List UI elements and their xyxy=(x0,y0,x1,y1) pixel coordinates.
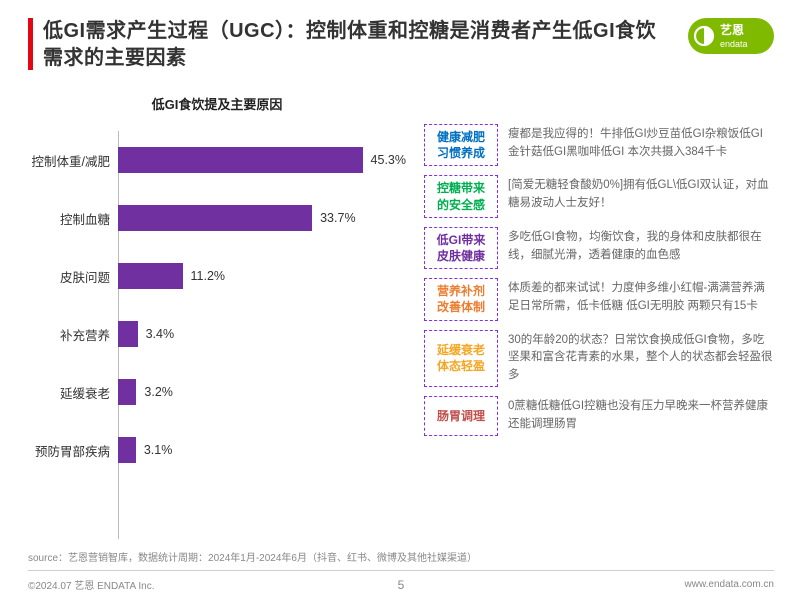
bar-category-label: 控制体重/减肥 xyxy=(28,151,118,170)
footer: ©2024.07 艺恩 ENDATA Inc. 5 www.endata.com… xyxy=(0,571,802,602)
bar xyxy=(118,205,312,231)
bar xyxy=(118,379,136,405)
bar-value-label: 11.2% xyxy=(191,269,226,283)
bar-category-label: 控制血糖 xyxy=(28,209,118,228)
card-tag: 低GI带来 皮肤健康 xyxy=(424,227,498,269)
logo-text-en: endata xyxy=(720,39,748,49)
bar xyxy=(118,147,363,173)
slide-page: 低GI需求产生过程（UGC）：控制体重和控糖是消费者产生低GI食饮需求的主要因素… xyxy=(0,0,802,602)
insight-card: 健康减肥 习惯养成瘦都是我应得的！牛排低GI炒豆苗低GI杂粮饭低GI金针菇低GI… xyxy=(424,124,774,166)
bar-value-label: 3.2% xyxy=(144,385,173,399)
card-text: 30的年龄20的状态？日常饮食换成低GI食物，多吃坚果和富含花青素的水果，整个人… xyxy=(508,330,774,387)
bar-track: 3.2% xyxy=(118,363,406,421)
content-area: 低GI食饮提及主要原因 控制体重/减肥 45.3% 控制血糖 33.7% 皮肤问题 11.… xyxy=(0,76,802,539)
bar-track: 3.4% xyxy=(118,305,406,363)
card-tag: 控糖带来 的安全感 xyxy=(424,175,498,217)
card-tag: 健康减肥 习惯养成 xyxy=(424,124,498,166)
bar-track: 3.1% xyxy=(118,421,406,479)
brand-logo: 艺恩 endata xyxy=(688,18,774,59)
bar-chart: 控制体重/减肥 45.3% 控制血糖 33.7% 皮肤问题 11.2% 补充营养 3.4% 延缓… xyxy=(28,131,406,539)
source-note: source：艺恩营销智库，数据统计周期：2024年1月-2024年6月（抖音、… xyxy=(0,539,802,564)
bar-track: 11.2% xyxy=(118,247,406,305)
insight-card: 营养补剂 改善体制体质差的都来试试！力度伸多维小红帽-满满营养满足日常所需，低卡… xyxy=(424,278,774,320)
page-number: 5 xyxy=(398,578,405,592)
bar-track: 33.7% xyxy=(118,189,406,247)
bar xyxy=(118,321,138,347)
website-url: www.endata.com.cn xyxy=(685,579,775,590)
bar-row: 延缓衰老 3.2% xyxy=(28,363,406,421)
bar-row: 控制血糖 33.7% xyxy=(28,189,406,247)
logo-text-cn: 艺恩 xyxy=(720,22,744,37)
bar-row: 控制体重/减肥 45.3% xyxy=(28,131,406,189)
insight-card: 肠胃调理0蔗糖低糖低GI控糖也没有压力早晚来一杯营养健康还能调理肠胃 xyxy=(424,396,774,436)
bar-value-label: 3.4% xyxy=(146,327,175,341)
bar xyxy=(118,263,183,289)
bar-category-label: 补充营养 xyxy=(28,325,118,344)
endata-logo-icon: 艺恩 endata xyxy=(688,18,774,54)
card-tag: 肠胃调理 xyxy=(424,396,498,436)
bar-track: 45.3% xyxy=(118,131,406,189)
title-accent-bar xyxy=(28,18,33,70)
cards-pane: 健康减肥 习惯养成瘦都是我应得的！牛排低GI炒豆苗低GI杂粮饭低GI金针菇低GI… xyxy=(424,94,774,539)
bar-row: 皮肤问题 11.2% xyxy=(28,247,406,305)
bar xyxy=(118,437,136,463)
card-text: 多吃低GI食物，均衡饮食，我的身体和皮肤都很在线，细腻光滑，透着健康的血色感 xyxy=(508,227,774,269)
card-text: 瘦都是我应得的！牛排低GI炒豆苗低GI杂粮饭低GI金针菇低GI黑咖啡低GI 本次… xyxy=(508,124,774,166)
insight-card: 控糖带来 的安全感[简爱无糖轻食酸奶0%]拥有低GL\低GI双认证，对血糖易波动… xyxy=(424,175,774,217)
bar-value-label: 3.1% xyxy=(144,443,173,457)
insight-card: 低GI带来 皮肤健康多吃低GI食物，均衡饮食，我的身体和皮肤都很在线，细腻光滑，… xyxy=(424,227,774,269)
chart-pane: 低GI食饮提及主要原因 控制体重/减肥 45.3% 控制血糖 33.7% 皮肤问题 11.… xyxy=(28,94,406,539)
bar-category-label: 预防胃部疾病 xyxy=(28,441,118,460)
card-text: 0蔗糖低糖低GI控糖也没有压力早晚来一杯营养健康还能调理肠胃 xyxy=(508,396,774,436)
bar-value-label: 33.7% xyxy=(320,211,355,225)
card-tag: 营养补剂 改善体制 xyxy=(424,278,498,320)
bar-category-label: 皮肤问题 xyxy=(28,267,118,286)
card-text: 体质差的都来试试！力度伸多维小红帽-满满营养满足日常所需，低卡低糖 低GI无明胶… xyxy=(508,278,774,320)
card-text: [简爱无糖轻食酸奶0%]拥有低GL\低GI双认证，对血糖易波动人士友好！ xyxy=(508,175,774,217)
insight-card: 延缓衰老 体态轻盈30的年龄20的状态？日常饮食换成低GI食物，多吃坚果和富含花… xyxy=(424,330,774,387)
bar-value-label: 45.3% xyxy=(371,153,406,167)
bar-row: 预防胃部疾病 3.1% xyxy=(28,421,406,479)
bar-row: 补充营养 3.4% xyxy=(28,305,406,363)
page-title: 低GI需求产生过程（UGC）：控制体重和控糖是消费者产生低GI食饮需求的主要因素 xyxy=(43,18,676,72)
card-tag: 延缓衰老 体态轻盈 xyxy=(424,330,498,387)
copyright: ©2024.07 艺恩 ENDATA Inc. xyxy=(28,577,155,592)
chart-title: 低GI食饮提及主要原因 xyxy=(28,94,406,113)
title-bar: 低GI需求产生过程（UGC）：控制体重和控糖是消费者产生低GI食饮需求的主要因素… xyxy=(0,0,802,76)
bar-category-label: 延缓衰老 xyxy=(28,383,118,402)
